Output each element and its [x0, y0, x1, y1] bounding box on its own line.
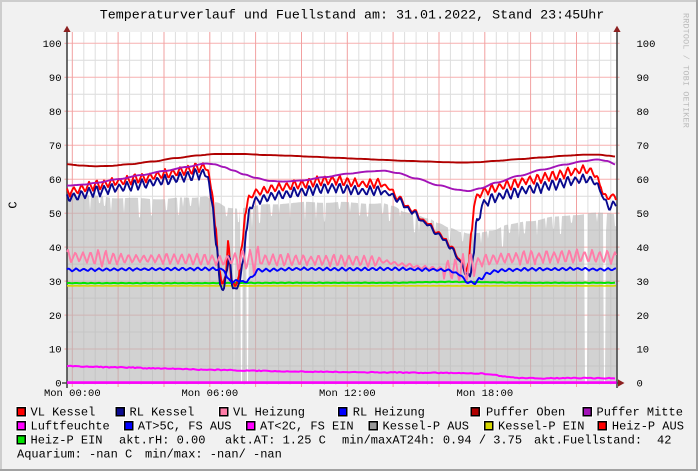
svg-text:40: 40 [637, 243, 650, 255]
svg-text:70: 70 [637, 141, 650, 153]
svg-text:80: 80 [49, 107, 62, 119]
svg-text:80: 80 [637, 107, 650, 119]
svg-text:10: 10 [49, 345, 62, 357]
svg-text:AT>5C, FS AUS: AT>5C, FS AUS [138, 420, 232, 434]
svg-text:30: 30 [637, 277, 650, 289]
svg-text:50: 50 [49, 209, 62, 221]
svg-text:20: 20 [49, 311, 62, 323]
svg-text:min/maxAT24h: 0.94 / 3.75: min/maxAT24h: 0.94 / 3.75 [342, 434, 522, 448]
svg-text:0: 0 [637, 379, 643, 391]
svg-text:20: 20 [637, 311, 650, 323]
svg-text:Heiz-P AUS: Heiz-P AUS [612, 420, 684, 434]
svg-text:100: 100 [43, 39, 62, 51]
svg-text:RRDTOOL / TOBI OETIKER: RRDTOOL / TOBI OETIKER [681, 13, 691, 128]
svg-text:42: 42 [657, 434, 671, 448]
svg-text:Temperaturverlauf und Fuellsta: Temperaturverlauf und Fuellstand am: 31.… [100, 9, 604, 24]
svg-text:60: 60 [637, 175, 650, 187]
svg-text:50: 50 [637, 209, 650, 221]
svg-text:100: 100 [637, 39, 656, 51]
svg-text:min/max: -nan/ -nan: min/max: -nan/ -nan [145, 448, 282, 462]
svg-text:70: 70 [49, 141, 62, 153]
svg-text:Mon 00:00: Mon 00:00 [44, 388, 101, 400]
svg-text:10: 10 [637, 345, 650, 357]
svg-text:30: 30 [49, 277, 62, 289]
svg-text:akt.AT: 1.25 C: akt.AT: 1.25 C [225, 434, 326, 448]
svg-text:RL Heizung: RL Heizung [353, 406, 425, 420]
svg-text:Mon 12:00: Mon 12:00 [319, 388, 376, 400]
svg-text:Puffer Mitte: Puffer Mitte [597, 406, 683, 420]
svg-text:Aquarium: -nan C: Aquarium: -nan C [17, 448, 132, 462]
svg-text:Puffer Oben: Puffer Oben [486, 406, 565, 420]
svg-text:Kessel-P EIN: Kessel-P EIN [498, 420, 584, 434]
svg-text:40: 40 [49, 243, 62, 255]
svg-text:Luftfeuchte: Luftfeuchte [31, 420, 110, 434]
svg-text:90: 90 [637, 73, 650, 85]
svg-text:0: 0 [55, 379, 61, 391]
svg-text:RL Kessel: RL Kessel [130, 406, 195, 420]
svg-text:AT<2C, FS EIN: AT<2C, FS EIN [260, 420, 354, 434]
svg-text:Mon 18:00: Mon 18:00 [456, 388, 513, 400]
svg-text:90: 90 [49, 73, 62, 85]
svg-text:C: C [6, 201, 20, 208]
svg-text:akt.rH: 0.00: akt.rH: 0.00 [119, 434, 205, 448]
svg-text:VL Heizung: VL Heizung [233, 406, 305, 420]
svg-text:Mon 06:00: Mon 06:00 [181, 388, 238, 400]
svg-text:akt.Fuellstand:: akt.Fuellstand: [534, 434, 642, 448]
svg-text:60: 60 [49, 175, 62, 187]
svg-text:Heiz-P EIN: Heiz-P EIN [31, 434, 103, 448]
svg-text:Kessel-P AUS: Kessel-P AUS [383, 420, 469, 434]
svg-text:VL Kessel: VL Kessel [31, 406, 96, 420]
